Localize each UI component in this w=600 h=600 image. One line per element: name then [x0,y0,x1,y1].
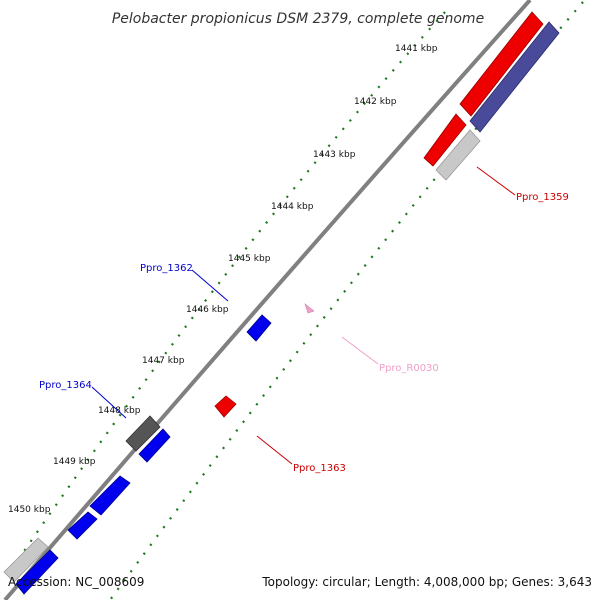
label-leader-ppro-1363 [256,435,293,465]
tick-label: 1449 kbp [53,457,96,467]
genome-backbone [3,0,532,600]
tick-labels: 1441 kbp 1442 kbp 1443 kbp 1444 kbp 1445… [8,44,438,515]
tick-label: 1442 kbp [354,97,397,107]
tick-label: 1450 kbp [8,505,51,515]
cog-light-feature[interactable] [3,537,49,583]
gene-label-ppro-r0030[interactable]: Ppro_R0030 [379,363,439,374]
forward-cds-feature[interactable] [246,314,272,342]
tick-label: 1448 kbp [98,406,141,416]
left-tick-track [17,11,446,561]
tick-label: 1444 kbp [271,202,314,212]
feature-cluster-ppro-1359 [423,11,560,181]
genome-summary-text: Topology: circular; Length: 4,008,000 bp… [261,575,592,589]
tick-label: 1446 kbp [186,305,229,315]
tick-label: 1445 kbp [228,254,271,264]
forward-cds-feature[interactable] [15,549,59,595]
label-leader-ppro-1364 [91,386,127,419]
accession-text: Accession: NC_008609 [8,575,144,589]
other-feature[interactable] [125,415,161,452]
tick-label: 1447 kbp [142,356,185,366]
rna-feature[interactable] [304,303,315,314]
gene-label-ppro-1362[interactable]: Ppro_1362 [140,263,193,274]
gene-label-ppro-1363[interactable]: Ppro_1363 [293,463,346,474]
forward-cds-feature[interactable] [89,475,131,516]
tick-label: 1441 kbp [395,44,438,54]
label-leader-ppro-1362 [191,269,229,302]
map-title: Pelobacter propionicus DSM 2379, complet… [112,11,484,27]
reverse-cds-feature[interactable] [214,395,237,418]
reverse-cds-feature[interactable] [423,113,467,167]
reverse-cds-feature[interactable] [459,11,544,117]
label-leader-ppro-r0030 [341,336,379,365]
gene-label-ppro-1364[interactable]: Ppro_1364 [39,380,92,391]
label-leader-ppro-1359 [476,166,516,196]
cog-track-feature[interactable] [469,21,560,133]
cog-light-feature[interactable] [435,129,481,181]
forward-cds-feature[interactable] [67,511,98,540]
tick-label: 1443 kbp [313,150,356,160]
gene-label-ppro-1359[interactable]: Ppro_1359 [516,192,569,203]
forward-cds-feature[interactable] [138,428,171,463]
